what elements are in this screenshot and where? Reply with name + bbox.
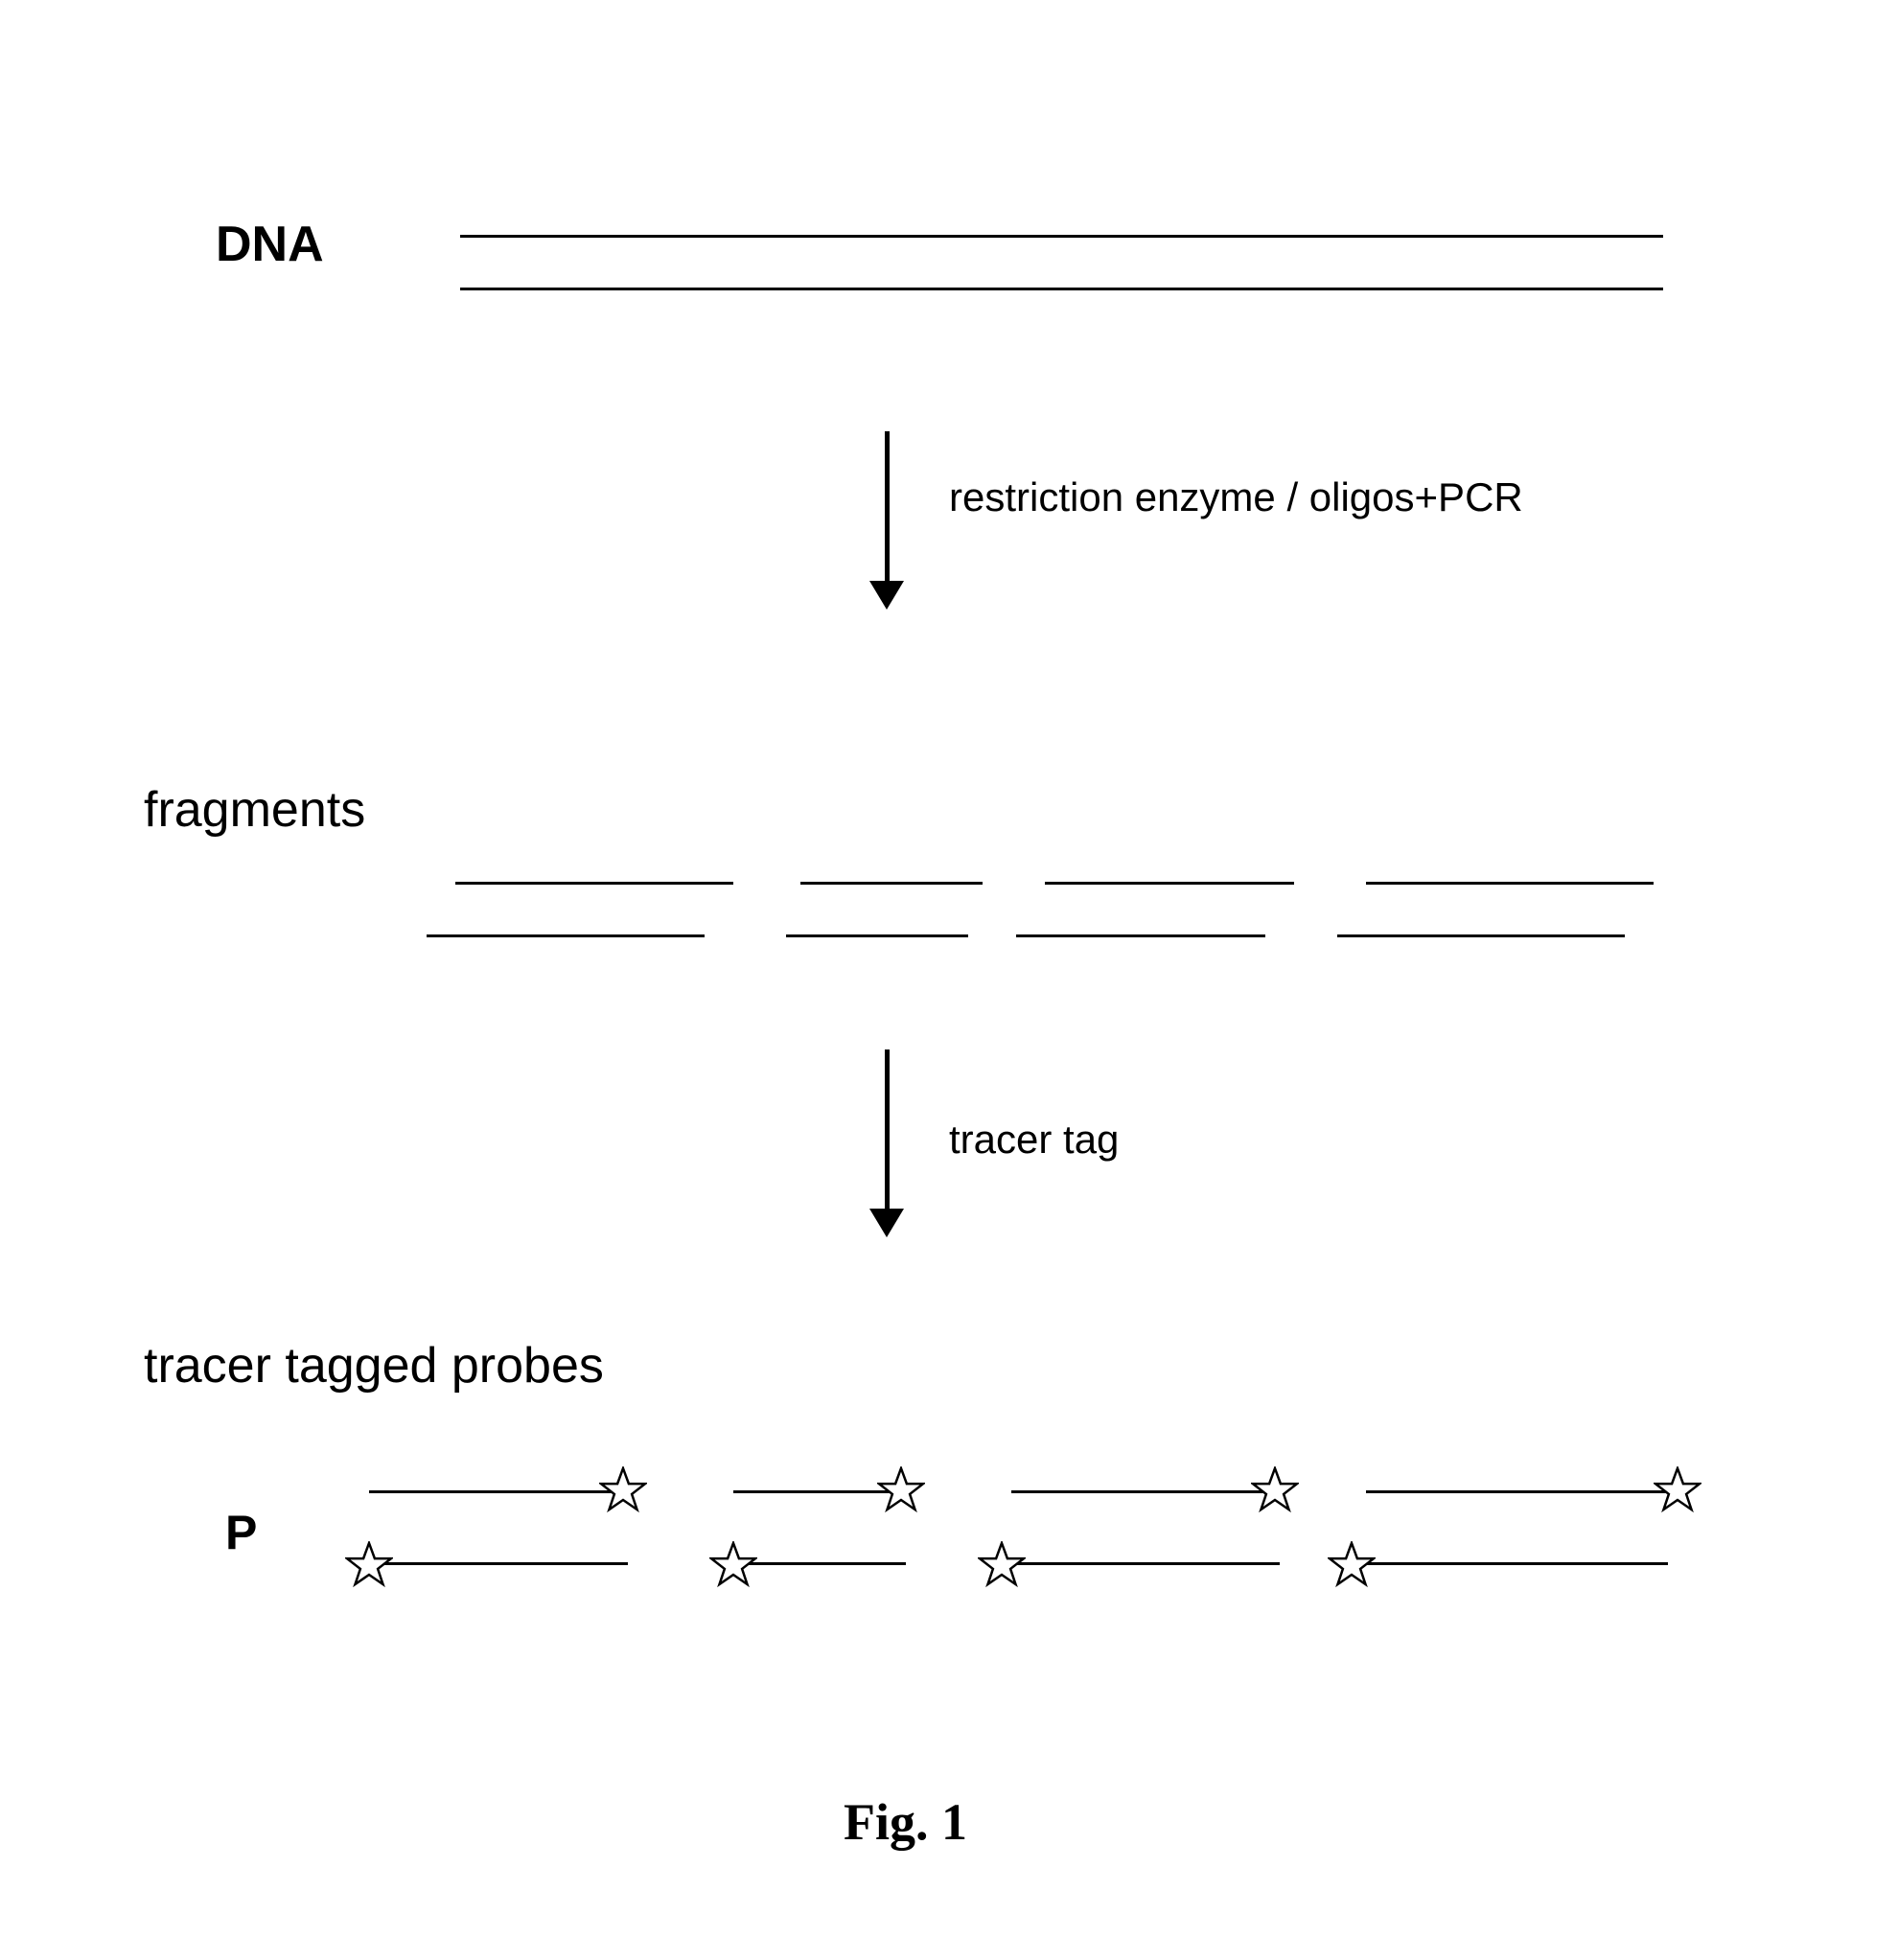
tracer-tagged-probes-label: tracer tagged probes xyxy=(144,1337,604,1395)
star-icon xyxy=(599,1466,647,1519)
fragment-4-bottom xyxy=(1337,934,1625,937)
star-icon xyxy=(1328,1541,1376,1594)
star-icon xyxy=(1251,1466,1299,1519)
fragment-3-bottom xyxy=(1016,934,1265,937)
probe-2-bottom xyxy=(748,1562,906,1565)
star-icon xyxy=(877,1466,925,1519)
p-label: P xyxy=(225,1505,257,1560)
arrow2-annotation: tracer tag xyxy=(949,1117,1119,1163)
dna-strand-top xyxy=(460,235,1663,238)
dna-label: DNA xyxy=(216,216,324,273)
dna-strand-bottom xyxy=(460,288,1663,290)
probe-1-bottom xyxy=(383,1562,628,1565)
probe-4-bottom xyxy=(1366,1562,1668,1565)
fragment-3-top xyxy=(1045,882,1294,885)
star-icon xyxy=(978,1541,1026,1594)
fragment-1-bottom xyxy=(427,934,705,937)
fragment-2-bottom xyxy=(786,934,968,937)
probe-1-top xyxy=(369,1490,613,1493)
probe-3-top xyxy=(1011,1490,1265,1493)
fragment-1-top xyxy=(455,882,733,885)
probe-3-bottom xyxy=(1016,1562,1280,1565)
arrow1-annotation: restriction enzyme / oligos+PCR xyxy=(949,474,1523,520)
fragment-2-top xyxy=(800,882,983,885)
star-icon xyxy=(345,1541,393,1594)
star-icon xyxy=(709,1541,757,1594)
fragment-4-top xyxy=(1366,882,1654,885)
probe-4-top xyxy=(1366,1490,1668,1493)
star-icon xyxy=(1654,1466,1701,1519)
figure-caption: Fig. 1 xyxy=(844,1792,967,1852)
probe-2-top xyxy=(733,1490,891,1493)
fragments-label: fragments xyxy=(144,781,365,839)
